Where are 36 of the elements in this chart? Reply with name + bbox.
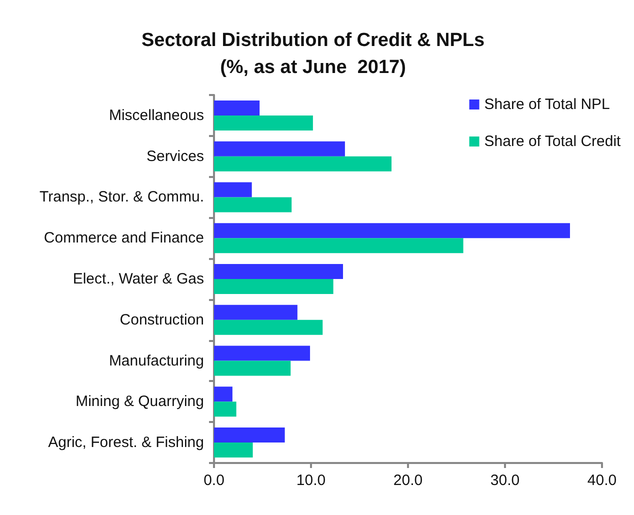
bar	[214, 304, 298, 320]
y-tick-label: Manufacturing	[108, 352, 204, 370]
chart-subtitle: (%, as at June 2017)	[220, 57, 406, 78]
x-tick-label: 10.0	[296, 472, 326, 489]
y-tick-label: Miscellaneous	[108, 106, 204, 124]
legend-label: Share of Total Credit	[484, 133, 622, 150]
bar	[214, 223, 570, 238]
bar	[214, 346, 310, 361]
y-tick-label: Transp., Stor. & Commu.	[40, 188, 204, 206]
x-tick-label: 20.0	[393, 472, 423, 489]
bar	[214, 360, 291, 376]
bar	[214, 320, 323, 335]
bar	[214, 386, 232, 402]
bar	[214, 238, 464, 254]
x-tick-label: 30.0	[490, 472, 520, 489]
bar	[214, 442, 253, 458]
x-tick-label: 40.0	[587, 472, 617, 489]
bar	[214, 264, 344, 279]
bar	[214, 402, 236, 417]
bar	[214, 100, 260, 116]
y-tick-label: Mining & Quarrying	[76, 393, 204, 410]
y-tick-label: Services	[146, 148, 204, 165]
y-tick-label: Elect., Water & Gas	[72, 270, 204, 288]
bar	[214, 115, 313, 130]
legend-label: Share of Total NPL	[484, 96, 610, 113]
bar	[214, 428, 285, 443]
bar	[214, 197, 292, 212]
y-tick-label: Agric, Forest. & Fishing	[48, 434, 204, 452]
chart-title: Sectoral Distribution of Credit & NPLs	[141, 30, 485, 51]
bar	[214, 182, 252, 198]
y-tick-label: Commerce and Finance	[44, 230, 204, 247]
bar	[214, 279, 334, 294]
bar	[214, 156, 392, 172]
y-tick-label: Construction	[120, 311, 204, 328]
bar	[214, 141, 345, 156]
x-tick-label: 0.0	[204, 472, 224, 489]
